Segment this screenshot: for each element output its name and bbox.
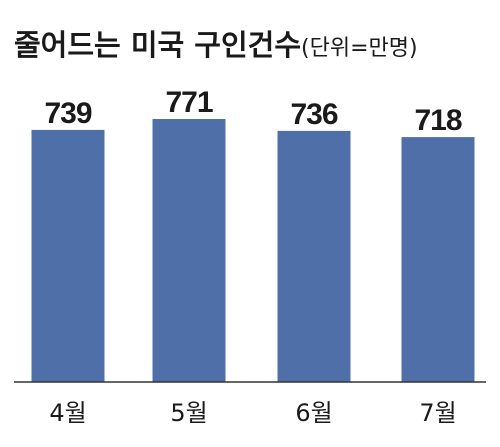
chart-title-unit: (단위=만명) xyxy=(301,36,418,61)
value-label-6월: 736 xyxy=(290,98,337,131)
value-label-7월: 718 xyxy=(414,104,461,137)
bar-4월 xyxy=(31,129,105,382)
chart-title-main: 줄어드는 미국 구인건수 xyxy=(14,28,301,62)
bars xyxy=(31,119,475,382)
value-label-5월: 771 xyxy=(165,86,212,119)
category-label-7월: 7월 xyxy=(419,399,456,427)
bar-6월 xyxy=(277,130,351,382)
value-labels: 739 771 736 718 xyxy=(44,86,462,137)
category-labels: 4월 5월 6월 7월 xyxy=(49,399,456,427)
category-label-5월: 5월 xyxy=(170,399,207,427)
value-label-4월: 739 xyxy=(44,97,91,130)
chart-title: 줄어드는 미국 구인건수(단위=만명) xyxy=(14,28,418,62)
bar-5월 xyxy=(152,119,226,382)
bar-7월 xyxy=(401,137,475,382)
category-label-4월: 4월 xyxy=(49,399,86,427)
category-label-6월: 6월 xyxy=(295,399,332,427)
